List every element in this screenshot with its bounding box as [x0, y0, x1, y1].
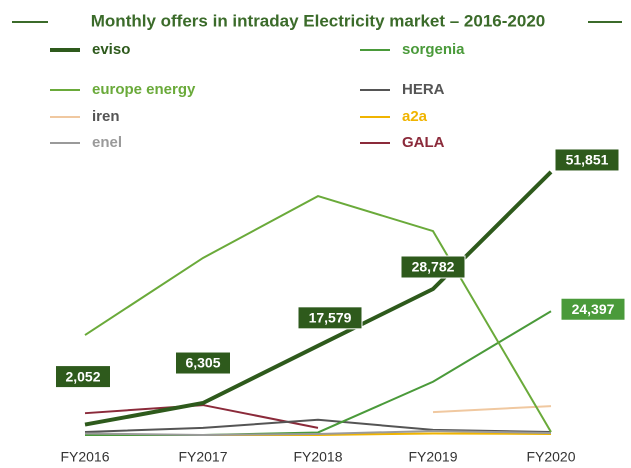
chart-title: Monthly offers in intraday Electricity m… — [91, 11, 545, 30]
legend-label: HERA — [402, 81, 445, 98]
series-line — [84, 194, 552, 433]
value-label-box — [560, 297, 626, 321]
series-line — [85, 310, 552, 436]
series-line — [432, 405, 552, 414]
value-label: 51,851 — [566, 152, 609, 168]
value-label-box — [554, 148, 620, 172]
value-label: 2,052 — [65, 368, 100, 384]
x-tick-label: FY2018 — [293, 449, 342, 465]
series-line — [84, 429, 552, 437]
series-line — [84, 418, 552, 433]
legend-label: sorgenia — [402, 41, 465, 58]
series-line — [84, 404, 319, 429]
legend-label: GALA — [402, 134, 445, 151]
x-tick-label: FY2017 — [178, 449, 227, 465]
value-label: 17,579 — [309, 310, 352, 326]
legend-label: a2a — [402, 108, 428, 125]
x-tick-label: FY2016 — [60, 449, 109, 465]
legend-label: enel — [92, 134, 122, 151]
x-tick-label: FY2019 — [408, 449, 457, 465]
value-label-box — [297, 306, 363, 330]
x-tick-label: FY2020 — [526, 449, 575, 465]
value-label: 28,782 — [412, 259, 455, 275]
value-label-box — [400, 255, 466, 279]
value-label: 24,397 — [572, 301, 615, 317]
series-line — [84, 170, 553, 427]
legend-label: europe energy — [92, 81, 196, 98]
value-label-box — [55, 365, 111, 389]
legend-label: iren — [92, 108, 120, 125]
value-label-box — [175, 351, 231, 375]
value-label: 6,305 — [185, 355, 220, 371]
legend-label: eviso — [92, 41, 130, 58]
